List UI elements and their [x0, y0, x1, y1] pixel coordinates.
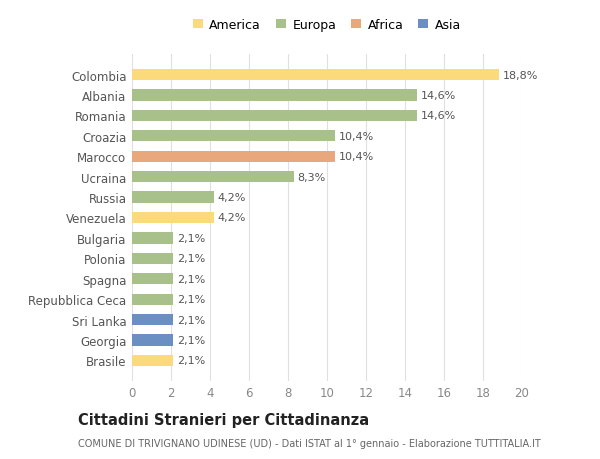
Text: 2,1%: 2,1%: [177, 254, 205, 264]
Text: 4,2%: 4,2%: [218, 213, 246, 223]
Text: 2,1%: 2,1%: [177, 335, 205, 345]
Bar: [132, 192, 214, 203]
Text: 14,6%: 14,6%: [421, 111, 456, 121]
Text: 8,3%: 8,3%: [298, 172, 326, 182]
Bar: [132, 70, 499, 81]
Text: 2,1%: 2,1%: [177, 315, 205, 325]
Bar: [132, 274, 173, 285]
Text: 10,4%: 10,4%: [338, 152, 374, 162]
Text: 2,1%: 2,1%: [177, 295, 205, 304]
Bar: [132, 314, 173, 325]
Bar: [132, 151, 335, 162]
Text: 10,4%: 10,4%: [338, 132, 374, 141]
Text: 2,1%: 2,1%: [177, 274, 205, 284]
Legend: America, Europa, Africa, Asia: America, Europa, Africa, Asia: [193, 19, 461, 32]
Text: 14,6%: 14,6%: [421, 91, 456, 101]
Bar: [132, 90, 416, 101]
Bar: [132, 111, 416, 122]
Text: 2,1%: 2,1%: [177, 356, 205, 365]
Bar: [132, 172, 294, 183]
Text: 4,2%: 4,2%: [218, 193, 246, 203]
Bar: [132, 131, 335, 142]
Bar: [132, 253, 173, 264]
Text: Cittadini Stranieri per Cittadinanza: Cittadini Stranieri per Cittadinanza: [78, 413, 369, 428]
Text: COMUNE DI TRIVIGNANO UDINESE (UD) - Dati ISTAT al 1° gennaio - Elaborazione TUTT: COMUNE DI TRIVIGNANO UDINESE (UD) - Dati…: [78, 438, 541, 448]
Bar: [132, 335, 173, 346]
Bar: [132, 233, 173, 244]
Text: 18,8%: 18,8%: [503, 71, 538, 80]
Bar: [132, 355, 173, 366]
Bar: [132, 213, 214, 224]
Text: 2,1%: 2,1%: [177, 233, 205, 243]
Bar: [132, 294, 173, 305]
